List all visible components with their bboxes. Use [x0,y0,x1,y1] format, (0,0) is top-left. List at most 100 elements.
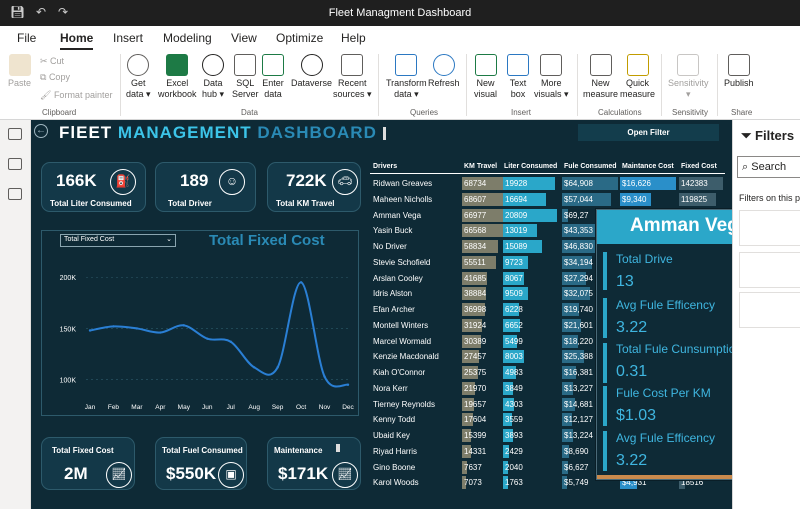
data-group-label: Data [241,108,258,117]
text-box-button[interactable]: Text box [507,54,529,100]
table-row[interactable]: Kiah O'Connor 25375 4983 $16,381 [370,365,725,381]
table-row[interactable]: Stevie Schofield 55511 9723 $34,194 [370,255,725,271]
table-row[interactable]: Maheen Nicholls 68607 16694 $57,044 $9,340 11… [370,192,725,208]
publish-button[interactable]: Publish [724,54,754,89]
table-cell: 18516 [679,476,723,490]
menu-file[interactable]: File [17,31,37,45]
table-row[interactable]: Tierney Reynolds 19657 4303 $14,681 [370,397,725,413]
cell-value: 9723 [505,257,523,267]
data-point[interactable] [88,329,92,332]
data-point[interactable] [135,327,139,330]
measure-dropdown[interactable]: Total Fixed Cost ⌄ [60,234,176,247]
y-tick-label: 150K [60,326,77,333]
series-line[interactable] [89,281,349,388]
undo-icon[interactable]: ↶ [36,5,47,19]
data-point[interactable] [252,366,256,369]
table-view-icon[interactable] [8,158,22,170]
filters-search-input[interactable]: ⌕ Search [737,156,800,178]
table-cell: 66977 [462,208,504,222]
back-arrow-icon[interactable]: ← [34,124,48,138]
col-header-fuel[interactable]: Fule Consumed [564,163,617,170]
paste-button[interactable]: Paste [8,54,31,89]
redo-icon[interactable]: ↷ [58,5,69,19]
open-filter-button[interactable]: Open Filter [578,124,719,141]
cut-button[interactable]: ✂ Cut [40,56,65,66]
col-header-km[interactable]: KM Travel [464,163,498,170]
report-view-icon[interactable] [8,128,22,140]
sensitivity-icon [677,54,700,76]
data-point[interactable] [229,340,232,343]
data-point[interactable] [299,281,303,284]
table-cell: $34,194 [562,255,618,269]
new-visual-button[interactable]: New visual [474,54,497,100]
data-bar [620,192,652,206]
table-row[interactable]: Ubaid Key 15399 3893 $13,224 [370,428,725,444]
cell-value: $69,27 [564,210,589,220]
data-point[interactable] [112,325,115,328]
excel-workbook-button[interactable]: Excel workbook [158,54,197,100]
model-view-icon[interactable] [8,188,22,200]
table-row[interactable]: Idris Alston 38884 9509 $32,075 [370,286,725,302]
recent-sources-button[interactable]: Recent sources ▾ [333,54,372,100]
sql-server-button[interactable]: SQL Server [232,54,259,100]
menu-optimize[interactable]: Optimize [276,31,324,45]
cell-value: 15399 [464,431,487,440]
table-row[interactable]: Riyad Harris 14331 2429 $8,690 [370,444,725,460]
table-cell: $25,388 [562,350,618,364]
table-cell: $12,127 [562,413,618,427]
col-header-maintenance[interactable]: Maintance Cost [622,163,674,170]
table-row[interactable]: Ridwan Greaves 68734 19928 $64,908 $16,626 14… [370,176,725,192]
x-tick-label: Oct [296,404,306,411]
format-painter-button[interactable]: 🖌 Format painter [40,90,113,100]
refresh-button[interactable]: Refresh [428,54,460,89]
transform-data-button[interactable]: Transform data ▾ [386,54,427,100]
table-row[interactable]: Arslan Cooley 41685 8067 $27,294 [370,271,725,287]
table-row[interactable]: No Driver 58834 15089 $46,830 [370,239,725,255]
table-cell: $9,340 [620,192,676,206]
menu-modeling[interactable]: Modeling [163,31,212,45]
data-point[interactable] [276,366,279,369]
driver-name: Kiah O'Connor [373,368,426,377]
new-measure-button[interactable]: New measure [583,54,618,100]
get-data-button[interactable]: Get data ▾ [126,54,151,100]
table-row[interactable]: Montell Winters 31924 6652 $21,601 [370,318,725,334]
dataverse-button[interactable]: Dataverse [291,54,332,89]
table-row[interactable]: Yasin Buck 66568 13019 $43,353 [370,223,725,239]
clipboard-group-label: Clipboard [42,108,77,117]
table-row[interactable]: Efan Archer 36998 6228 $19,740 [370,302,725,318]
enter-data-button[interactable]: Enter data [262,54,284,100]
driver-name: Yasin Buck [373,226,413,236]
copy-button[interactable]: ⧉ Copy [40,72,70,82]
table-row[interactable]: Amman Vega 66977 20809 $69,27 [370,208,725,224]
table-row[interactable]: Nora Kerr 21970 3849 $13,227 [370,381,725,397]
col-header-drivers[interactable]: Drivers [373,163,398,170]
quick-measure-button[interactable]: Quick measure [620,54,655,100]
menu-insert[interactable]: Insert [113,31,144,45]
col-header-liters[interactable]: Liter Consumed [504,163,558,170]
data-point[interactable] [159,331,162,334]
menu-home[interactable]: Home [60,31,94,50]
data-point[interactable] [346,383,350,386]
data-point[interactable] [182,324,186,327]
data-point[interactable] [206,337,209,340]
line-chart-svg: 200K 150K 100K Jan Feb Mar Apr May Jun Jul Aug Sep O… [60,275,355,411]
cell-value: $27,294 [564,273,593,283]
menu-view[interactable]: View [231,31,257,45]
x-tick-label: Jun [202,404,213,411]
sensitivity-button[interactable]: Sensitivity ▾ [668,54,709,100]
data-hub-button[interactable]: Data hub ▾ [202,54,224,100]
cell-value: 142383 [681,179,708,188]
col-header-fixed[interactable]: Fixed Cost [681,163,717,170]
table-cell: 19928 [503,177,557,190]
menu-help[interactable]: Help [341,31,366,45]
table-row[interactable]: Kenzie Macdonald 27457 8003 $25,388 [370,349,725,365]
filters-pane: ⏷ Filters ⌕ Search Filters on this pa [732,120,800,509]
data-point[interactable] [323,375,326,378]
new-visual-icon [474,54,497,76]
table-row[interactable]: Gino Boone 7637 2040 $6,627 [370,460,725,476]
save-icon[interactable]: 💾︎ [10,5,26,19]
table-row[interactable]: Marcel Wormald 30389 5499 $18,220 [370,334,725,350]
more-visuals-button[interactable]: More visuals ▾ [534,54,569,100]
table-row[interactable]: Kenny Todd 17604 3559 $12,127 [370,412,725,428]
cell-value: $16,626 [622,179,651,188]
